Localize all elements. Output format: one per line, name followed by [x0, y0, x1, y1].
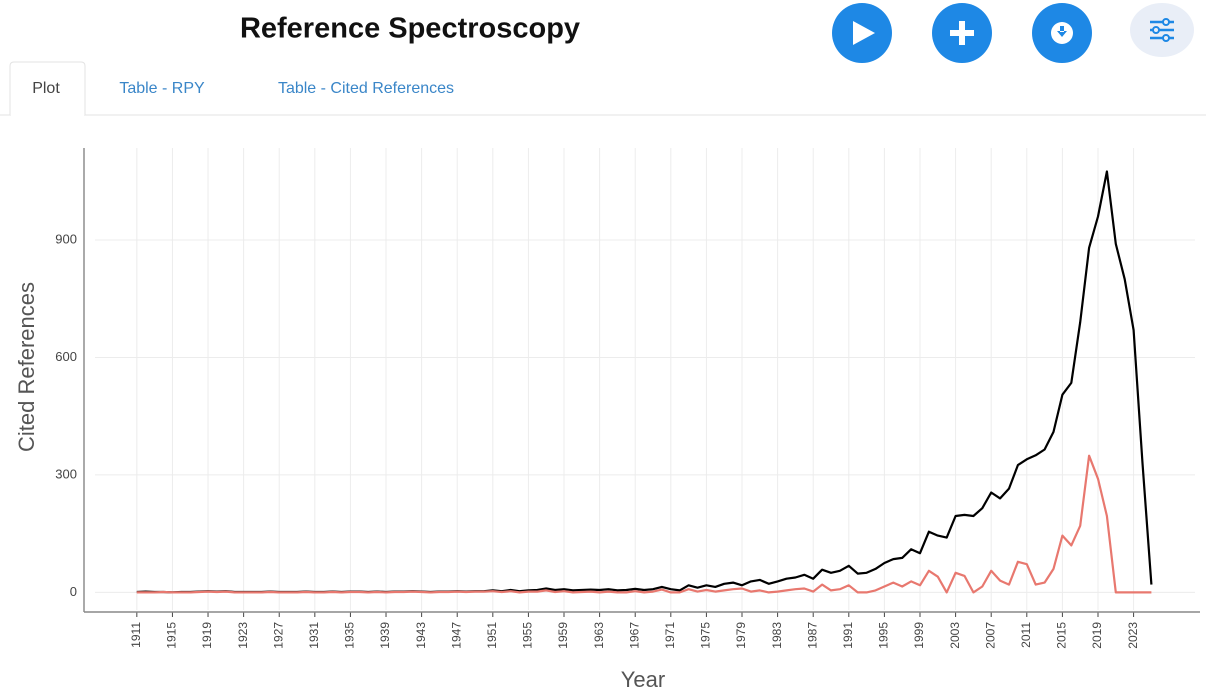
x-tick-label: 1959 [556, 622, 570, 649]
x-tick-label: 1991 [841, 622, 855, 649]
x-tick-label: 2023 [1126, 622, 1140, 649]
x-tick-label: 1955 [521, 622, 535, 649]
x-tick-label: 2003 [948, 622, 962, 649]
x-tick-label: 1971 [663, 622, 677, 649]
active-tab [9, 61, 86, 115]
x-tick-label: 1927 [271, 622, 285, 649]
x-tick-label: 2011 [1019, 622, 1033, 648]
x-tick-label: 1911 [129, 622, 143, 648]
x-tick-label: 1979 [734, 622, 748, 649]
page-title: Reference Spectroscopy [240, 13, 580, 45]
x-tick-label: 2015 [1055, 622, 1069, 649]
y-tick-label: 900 [55, 231, 77, 246]
settings-button[interactable] [1130, 3, 1194, 57]
x-tick-label: 1935 [343, 622, 357, 649]
x-tick-label: 1999 [912, 622, 926, 649]
x-tick-label: 1963 [592, 622, 606, 649]
y-tick-label: 0 [70, 584, 77, 599]
y-tick-label: 600 [55, 349, 77, 364]
add-button[interactable] [932, 3, 992, 63]
y-axis-title: Cited References [14, 282, 39, 452]
x-axis-title: Year [621, 667, 665, 692]
x-tick-label: 1995 [877, 622, 891, 649]
x-tick-label: 1983 [770, 622, 784, 649]
y-tick-label: 300 [55, 466, 77, 481]
x-tick-label: 1987 [805, 622, 819, 649]
x-tick-label: 1975 [699, 622, 713, 649]
series-line [136, 170, 1153, 594]
x-tick-label: 1939 [378, 622, 392, 649]
tab[interactable]: Table - RPY [119, 80, 205, 97]
x-tick-label: 1931 [307, 622, 321, 649]
x-tick-label: 1923 [236, 622, 250, 649]
active-tab-gap [11, 113, 84, 117]
x-tick-label: 1915 [165, 622, 179, 649]
x-tick-label: 1943 [414, 622, 428, 649]
tab[interactable]: Plot [32, 80, 60, 97]
x-tick-label: 2007 [983, 622, 997, 649]
x-tick-label: 1951 [485, 622, 499, 649]
tab[interactable]: Table - Cited References [278, 80, 454, 97]
series-line [136, 454, 1152, 594]
download-button[interactable] [1032, 3, 1092, 63]
x-tick-label: 2019 [1090, 622, 1104, 649]
x-tick-label: 1947 [449, 622, 463, 649]
run-button[interactable] [832, 3, 892, 63]
plot: 0 300 600 900 1911 1915 1919 1923 1927 1931 1935 19… [14, 148, 1200, 692]
x-tick-label: 1919 [200, 622, 214, 649]
x-tick-label: 1967 [627, 622, 641, 649]
